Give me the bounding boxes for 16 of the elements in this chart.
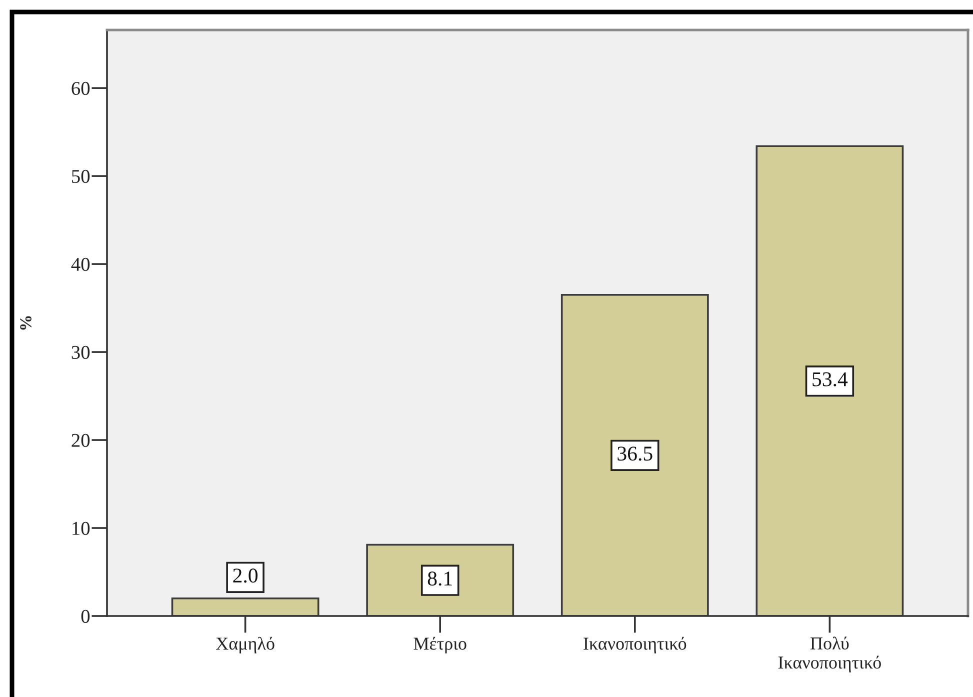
y-tick-label: 10	[72, 522, 90, 535]
data-label: 53.4	[812, 372, 848, 386]
y-tick-label: 20	[72, 434, 90, 447]
x-tick-label: Ικανοποιητικό	[584, 636, 686, 654]
y-tick-label: 30	[72, 346, 90, 359]
data-label: 2.0	[233, 568, 258, 583]
y-tick-label: 40	[71, 258, 90, 271]
data-label: 36.5	[618, 446, 652, 461]
x-tick-label: Πολύ Ικανοποιητικό	[778, 636, 881, 672]
y-tick-label: 60	[72, 82, 90, 96]
y-tick-label: 50	[72, 170, 90, 183]
x-tick-label: Μέτριο	[414, 636, 466, 654]
x-tick-label: Χαμηλό	[216, 636, 274, 654]
y-axis-title: %	[20, 316, 32, 330]
y-tick-label: 0	[81, 610, 90, 623]
data-label: 8.1	[428, 572, 452, 586]
